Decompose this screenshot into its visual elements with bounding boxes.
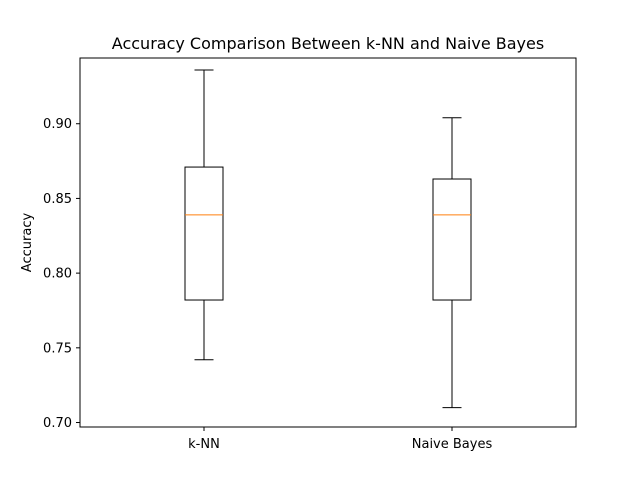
boxes-layer [184, 69, 472, 409]
chart-title: Accuracy Comparison Between k-NN and Nai… [112, 34, 544, 53]
y-tick-label: 0.80 [43, 267, 72, 282]
y-tick-label: 0.70 [43, 416, 72, 431]
y-axis-label: Accuracy [20, 213, 35, 273]
x-tick-label: k-NN [188, 437, 220, 452]
y-tick-label: 0.75 [43, 341, 72, 356]
y-tick-label: 0.90 [43, 117, 72, 132]
x-tick-label: Naive Bayes [412, 437, 493, 452]
y-tick-label: 0.85 [43, 192, 72, 207]
box [184, 166, 224, 301]
box-group-1 [184, 69, 224, 361]
y-axis: 0.70 0.75 0.80 0.85 0.90 [43, 117, 80, 431]
plot-frame [79, 57, 577, 428]
box-group-2 [432, 117, 472, 409]
box [432, 178, 472, 301]
x-axis: k-NN Naive Bayes [188, 427, 492, 452]
